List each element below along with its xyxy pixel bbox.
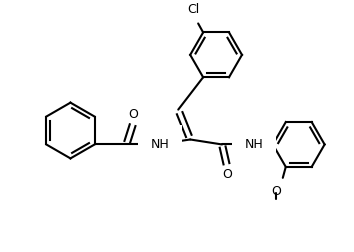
Text: O: O: [271, 185, 281, 198]
Text: O: O: [129, 108, 138, 120]
Text: Cl: Cl: [187, 4, 199, 16]
Text: NH: NH: [245, 138, 263, 151]
Text: NH: NH: [151, 138, 170, 151]
Text: O: O: [222, 168, 232, 181]
